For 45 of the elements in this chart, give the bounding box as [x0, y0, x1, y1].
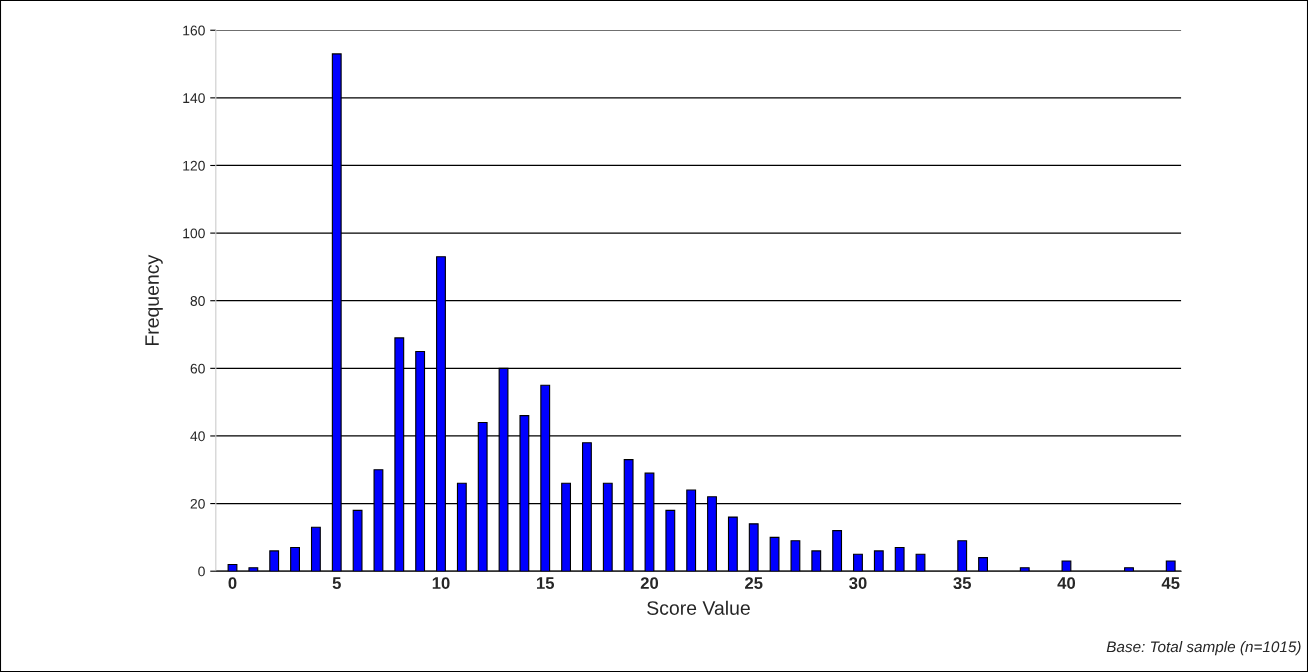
bar — [957, 540, 968, 572]
x-tick-label: 35 — [953, 577, 972, 590]
x-tick-label: 5 — [332, 577, 341, 589]
bar — [665, 509, 676, 572]
bar — [1019, 567, 1030, 572]
x-tick-label: 30 — [849, 577, 867, 590]
bar — [1124, 567, 1134, 572]
bar — [894, 546, 905, 572]
y-tick-label: 60 — [190, 363, 205, 374]
bar — [1165, 560, 1176, 572]
y-tick-label: 100 — [183, 228, 205, 239]
bar — [832, 530, 843, 572]
x-axis-title: Score Value — [647, 600, 750, 615]
bar — [227, 563, 238, 572]
bar — [873, 550, 884, 572]
bar — [811, 550, 822, 572]
bar — [853, 553, 863, 572]
x-tick-label: 10 — [432, 577, 450, 589]
bar — [915, 553, 926, 572]
bar — [769, 536, 780, 572]
y-tick-label: 80 — [190, 296, 205, 306]
x-tick-label: 0 — [228, 577, 237, 589]
text: Base: Total sample (n=1015) — [1106, 640, 1301, 656]
bar — [269, 550, 280, 572]
bar — [352, 509, 363, 572]
y-tick-label: 120 — [183, 160, 205, 171]
bar — [978, 557, 988, 572]
x-tick-label: 15 — [537, 577, 555, 589]
y-tick-label: 40 — [190, 431, 205, 442]
x-tick-label: 40 — [1057, 577, 1076, 589]
bar — [248, 567, 259, 572]
x-tick-label: 20 — [640, 577, 659, 589]
y-tick-label: 0 — [198, 566, 205, 577]
bar — [748, 523, 759, 572]
y-axis-title: Frequency — [145, 254, 163, 346]
bar — [727, 516, 738, 572]
y-tick-label: 160 — [183, 25, 205, 36]
y-tick-label: 140 — [183, 93, 205, 104]
bar — [790, 540, 801, 572]
x-tick-label: 25 — [745, 577, 763, 589]
bar — [310, 526, 321, 572]
bar — [1061, 560, 1072, 572]
x-tick-label: 45 — [1161, 577, 1180, 589]
y-tick-label: 20 — [190, 498, 205, 509]
bar — [290, 546, 300, 572]
